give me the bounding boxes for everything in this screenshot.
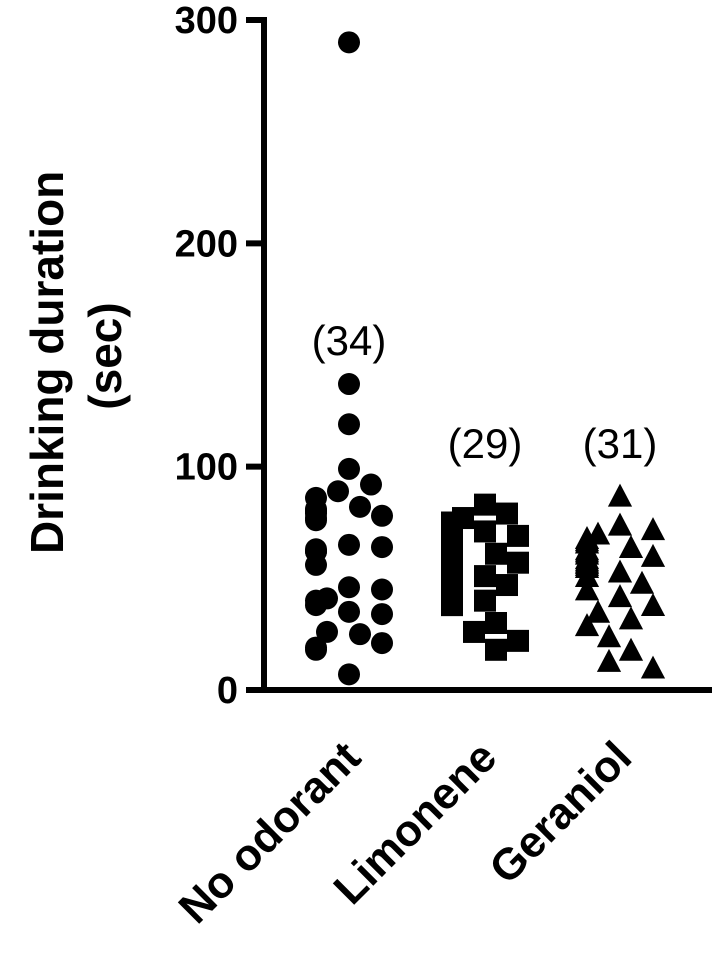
point-1-17 xyxy=(371,536,393,559)
point-1-33 xyxy=(305,638,327,661)
point-3-22 xyxy=(574,577,600,601)
point-2-1 xyxy=(474,493,496,516)
point-3-2 xyxy=(607,512,633,536)
point-2-21 xyxy=(496,574,518,597)
point-1-8 xyxy=(349,495,371,518)
point-1-1 xyxy=(338,31,360,54)
point-3-27 xyxy=(574,613,600,637)
point-3-1 xyxy=(607,483,633,507)
y-ticks: 0 100 200 300 xyxy=(175,0,264,712)
point-3-19 xyxy=(607,559,633,583)
point-1-16 xyxy=(338,533,360,556)
point-2-24 xyxy=(474,589,496,612)
n-labels: (34) (29) (31) xyxy=(312,317,658,467)
y-tick-label-100: 100 xyxy=(175,447,238,489)
n-label-1: (34) xyxy=(312,317,387,364)
point-3-23 xyxy=(607,584,633,608)
point-1-34 xyxy=(338,663,360,686)
point-2-15 xyxy=(507,551,529,574)
point-3-26 xyxy=(618,606,644,630)
point-1-26 xyxy=(305,594,327,617)
point-1-2 xyxy=(338,373,360,396)
category-label-3: Geraniol xyxy=(480,732,641,893)
point-3-20 xyxy=(574,564,600,587)
point-2-29 xyxy=(485,638,507,661)
point-2-26 xyxy=(485,612,507,634)
point-1-4 xyxy=(338,457,360,480)
point-3-28 xyxy=(596,624,622,648)
point-2-12 xyxy=(485,542,507,565)
point-3-21 xyxy=(629,570,655,594)
y-axis-title: Drinking duration (sec) xyxy=(21,158,131,554)
point-1-28 xyxy=(371,603,393,626)
data-points xyxy=(305,31,666,686)
point-1-5 xyxy=(360,473,382,496)
point-1-31 xyxy=(371,632,393,655)
point-2-2 xyxy=(496,502,518,525)
point-2-27 xyxy=(463,620,485,643)
y-tick-label-0: 0 xyxy=(217,670,238,712)
point-1-21 xyxy=(305,553,327,576)
point-1-15 xyxy=(305,509,327,532)
point-3-25 xyxy=(585,599,611,623)
point-3-8 xyxy=(618,534,644,558)
point-1-22 xyxy=(338,576,360,599)
category-label-1: No odorant xyxy=(170,732,371,933)
point-1-30 xyxy=(349,623,371,646)
point-2-6 xyxy=(474,520,496,543)
point-1-3 xyxy=(338,413,360,436)
point-3-29 xyxy=(618,637,644,661)
n-label-2: (29) xyxy=(448,420,523,467)
y-tick-label-300: 300 xyxy=(175,0,238,42)
point-1-13 xyxy=(371,504,393,527)
point-3-31 xyxy=(640,655,666,679)
point-3-12 xyxy=(640,543,666,567)
point-2-19 xyxy=(474,565,496,588)
point-3-30 xyxy=(596,648,622,672)
point-2-28 xyxy=(507,629,529,652)
point-3-24 xyxy=(640,593,666,617)
point-2-25 xyxy=(441,594,463,617)
point-1-29 xyxy=(316,620,338,643)
point-2-7 xyxy=(507,524,529,547)
n-label-3: (31) xyxy=(583,420,658,467)
point-1-6 xyxy=(327,480,349,503)
y-axis-title-line-1: Drinking duration xyxy=(21,171,73,554)
point-1-27 xyxy=(338,600,360,623)
y-tick-label-200: 200 xyxy=(175,223,238,265)
point-1-23 xyxy=(371,578,393,601)
y-axis-title-line-2: (sec) xyxy=(79,302,131,409)
point-3-3 xyxy=(640,517,666,541)
